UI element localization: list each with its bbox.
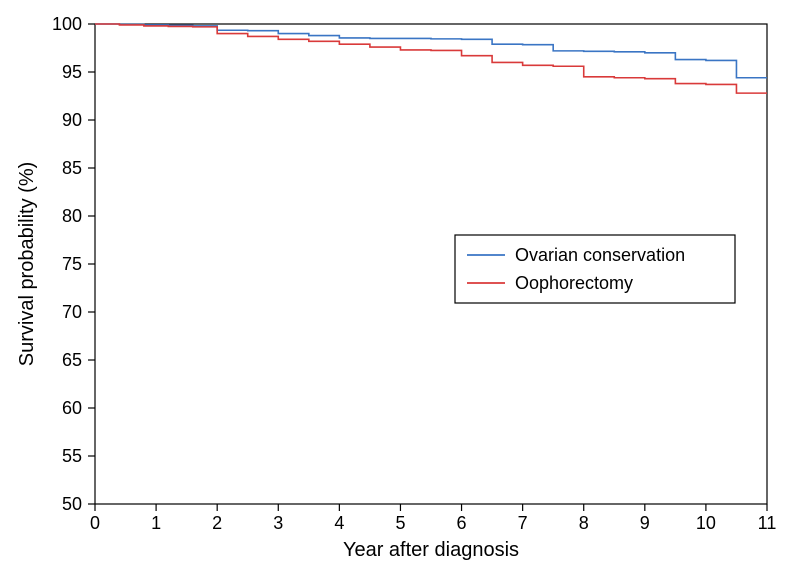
x-axis-label: Year after diagnosis (343, 539, 519, 561)
x-tick-label: 6 (457, 513, 467, 533)
x-tick-label: 8 (579, 513, 589, 533)
y-tick-label: 90 (62, 110, 82, 130)
x-tick-label: 3 (273, 513, 283, 533)
y-tick-label: 80 (62, 206, 82, 226)
x-tick-label: 2 (212, 513, 222, 533)
y-axis-label: Survival probability (%) (16, 162, 38, 367)
y-tick-label: 75 (62, 254, 82, 274)
legend-label: Oophorectomy (515, 273, 633, 293)
y-tick-label: 70 (62, 302, 82, 322)
chart-svg: 0 1 2 3 4 5 6 7 8 9 10 11 50 55 60 65 70 75 80 85 90 95 100 Yea… (0, 0, 800, 583)
x-tick-label: 11 (758, 513, 777, 533)
y-tick-label: 65 (62, 350, 82, 370)
x-tick-label: 4 (334, 513, 344, 533)
y-tick-label: 100 (52, 14, 82, 34)
x-tick-label: 1 (151, 513, 161, 533)
x-tick-label: 7 (518, 513, 528, 533)
survival-chart: 0 1 2 3 4 5 6 7 8 9 10 11 50 55 60 65 70 75 80 85 90 95 100 Yea… (0, 0, 800, 583)
y-tick-label: 50 (62, 494, 82, 514)
x-tick-label: 9 (640, 513, 650, 533)
x-tick-label: 0 (90, 513, 100, 533)
y-tick-label: 55 (62, 446, 82, 466)
legend-label: Ovarian conservation (515, 245, 685, 265)
x-tick-label: 10 (696, 513, 716, 533)
y-tick-label: 85 (62, 158, 82, 178)
y-tick-label: 60 (62, 398, 82, 418)
y-tick-label: 95 (62, 62, 82, 82)
x-tick-label: 5 (395, 513, 405, 533)
